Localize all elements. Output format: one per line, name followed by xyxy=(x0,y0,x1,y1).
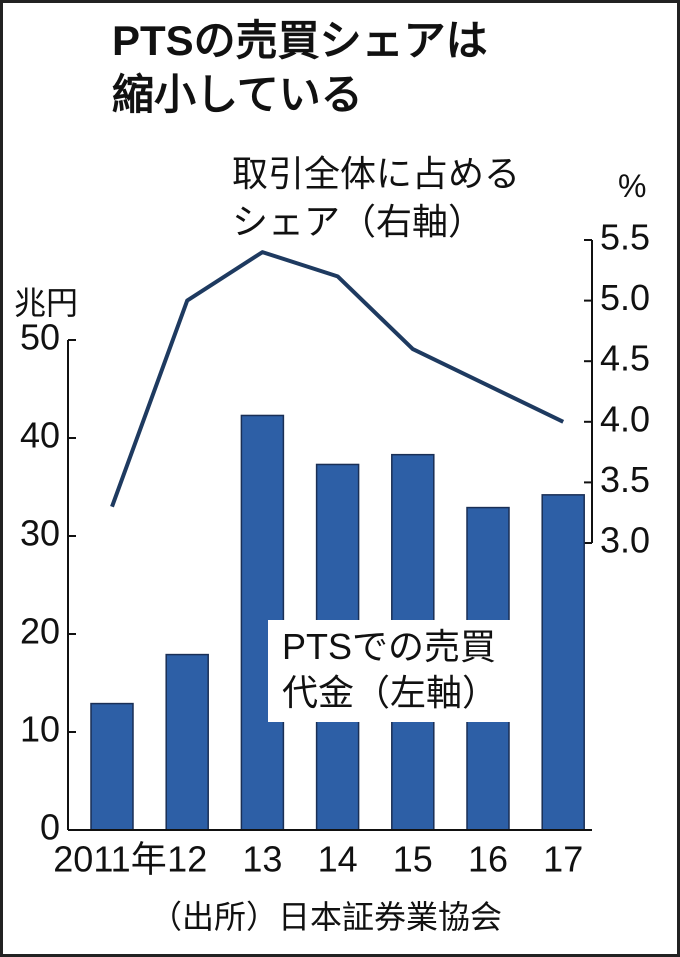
chart-title: PTSの売買シェアは 縮小している xyxy=(112,17,488,118)
x-tick-label: 15 xyxy=(393,839,433,880)
x-tick-label: 14 xyxy=(318,839,358,880)
line xyxy=(110,250,565,508)
bar-label: PTSでの売買 代金（左軸） xyxy=(268,620,513,722)
y2-tick-label: 4.0 xyxy=(600,398,650,439)
y-tick-label: 10 xyxy=(20,709,60,750)
source: （出所）日本証券業協会 xyxy=(150,899,503,935)
y-tick-label: 40 xyxy=(20,415,60,456)
y2-tick-label: 3.5 xyxy=(600,459,650,500)
bar xyxy=(165,653,209,831)
x-tick-label: 17 xyxy=(543,839,583,880)
line-label: 取引全体に占める シェア（右軸） xyxy=(232,153,521,242)
y-tick-label: 0 xyxy=(40,807,60,848)
y2-tick-label: 3.0 xyxy=(600,520,650,561)
x-tick-label: 16 xyxy=(468,839,508,880)
y2-tick-label: 5.5 xyxy=(600,217,650,258)
y-tick-label: 30 xyxy=(20,513,60,554)
y-tick-label: 50 xyxy=(20,317,60,358)
x-tick-label: 13 xyxy=(242,839,282,880)
y-tick-label: 20 xyxy=(20,611,60,652)
bar xyxy=(90,702,134,831)
x-tick-label: 12 xyxy=(167,839,207,880)
x-tick-label: 2011年 xyxy=(53,839,166,880)
y2-axis-unit: % xyxy=(618,168,647,204)
y2-tick-label: 4.5 xyxy=(600,338,650,379)
bar xyxy=(541,494,585,831)
y2-tick-label: 5.0 xyxy=(600,277,650,318)
y-axis-unit: 兆円 xyxy=(14,285,79,321)
